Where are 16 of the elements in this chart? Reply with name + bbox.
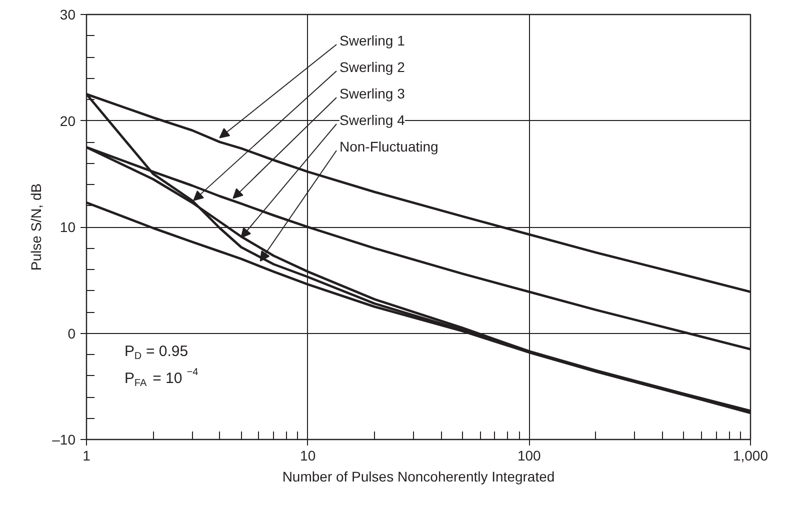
x-tick-label: 10	[300, 448, 316, 464]
y-axis-title: Pulse S/N, dB	[28, 183, 44, 271]
annotation: Swerling 4	[340, 112, 406, 128]
annotation: Swerling 3	[340, 86, 406, 102]
y-tick-label: 10	[60, 219, 76, 235]
y-tick-label: 30	[60, 6, 76, 22]
x-axis-title: Number of Pulses Noncoherently Integrated	[282, 468, 555, 484]
y-tick-label: 20	[60, 112, 76, 129]
annotation: Swerling 2	[340, 59, 406, 75]
annotation: Non-Fluctuating	[340, 138, 438, 154]
annotation: Swerling 1	[340, 32, 406, 48]
y-tick-label: 0	[68, 325, 76, 342]
x-tick-label: 1	[82, 448, 91, 464]
x-tick-label: 100	[517, 448, 542, 464]
y-tick-label: –10	[52, 432, 76, 448]
x-tick-label: 1,000	[732, 448, 768, 464]
